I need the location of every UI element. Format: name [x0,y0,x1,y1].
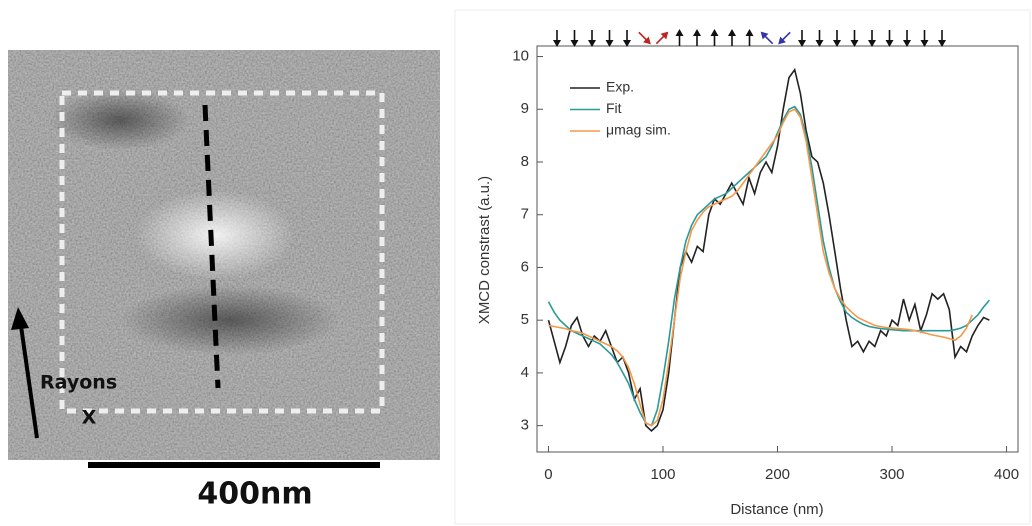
x-tick-label: 0 [544,466,552,483]
spin-arrow [760,31,774,45]
spin-head [570,40,579,47]
spin-arrow [553,30,561,47]
scale-bar-label: 400nm [197,477,312,512]
spin-arrow [815,30,824,47]
spin-head [553,40,561,47]
spin-arrow [798,30,806,47]
y-tick-label: 4 [521,364,529,381]
x-tick-label: 300 [880,466,905,483]
spin-head [745,29,754,36]
spin-arrow [588,30,596,47]
spin-arrow [903,30,911,47]
y-tick-label: 6 [521,258,529,275]
spin-arrow [728,29,736,46]
spin-arrow [833,30,841,47]
series-line [547,105,991,427]
spin-head [760,31,769,40]
spin-arrow [920,30,929,47]
spin-arrow [938,30,946,47]
spin-arrow [570,30,579,47]
x-axis-label: Distance (nm) [730,501,823,518]
beam-label: X [82,407,97,429]
spin-head [778,36,786,45]
spin-arrow [638,31,651,45]
beam-label: Rayons [40,372,117,394]
spin-head [903,40,911,47]
spin-head [815,40,824,47]
y-tick-label: 5 [521,311,529,328]
spin-head [588,40,596,47]
y-tick-label: 10 [512,48,529,65]
x-tick-label: 100 [650,466,675,483]
spin-head [868,40,876,47]
spin-head [643,36,651,45]
spin-head [920,40,929,47]
y-tick-label: 3 [521,417,529,434]
spin-head [938,40,946,47]
legend-label: Exp. [606,79,634,95]
spin-head [710,29,719,36]
micrograph: Rayons X 400nm [8,50,440,512]
legend-label: μmag sim. [606,122,671,138]
y-tick-label: 8 [521,153,529,170]
x-tick-label: 200 [765,466,790,483]
spin-arrow [710,29,719,46]
x-tick-label: 400 [994,466,1019,483]
series-line [548,108,973,427]
spin-arrow [693,29,701,46]
spin-head [850,40,859,47]
spin-arrow [655,31,669,45]
spin-arrow [623,30,631,47]
spin-arrow [778,31,791,45]
spin-arrow [850,30,859,47]
spin-head [605,40,614,47]
spin-arrow [885,30,894,47]
y-tick-label: 7 [521,206,529,223]
y-tick-label: 9 [521,100,529,117]
spin-head [885,40,894,47]
spin-arrow [605,30,614,47]
spin-head [660,31,669,40]
chart-frame [454,9,1031,525]
spin-head [798,40,806,47]
legend-label: Fit [606,100,622,116]
spin-arrow [868,30,876,47]
series-line [547,67,990,432]
spin-head [693,29,701,36]
spin-head [623,40,631,47]
y-axis-label: XMCD constrast (a.u.) [476,176,493,324]
spin-arrow [675,29,684,46]
spin-arrow [745,29,754,46]
spin-arrows [553,29,946,47]
spin-head [833,40,841,47]
spin-head [728,29,736,36]
spin-head [675,29,684,36]
